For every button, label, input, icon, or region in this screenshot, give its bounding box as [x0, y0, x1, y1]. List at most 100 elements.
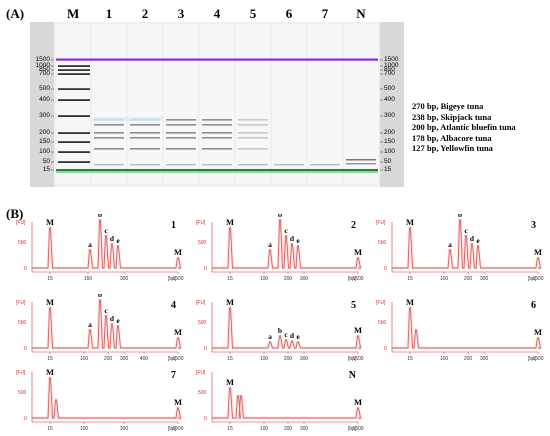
peak-label: M: [354, 397, 362, 407]
sample-band: [238, 119, 268, 121]
x-tick-label: 100: [80, 356, 89, 362]
x-tick-label: 1500: [532, 276, 543, 282]
y-tick-label: 0: [384, 346, 387, 352]
peak-label: a: [268, 240, 272, 249]
gel-lane: [308, 24, 342, 184]
lane-label: N: [356, 6, 366, 21]
plot-id: 7: [171, 370, 176, 381]
plot-id: 5: [351, 300, 356, 311]
electropherogram-plot: [FU] 500 0 15 100 200 300 400 1500[bp] 4 Ma b cd e M: [16, 294, 184, 362]
peak-label: M: [226, 297, 234, 307]
sample-band: [238, 124, 268, 126]
x-tick-label: 1500: [172, 276, 183, 282]
y-unit-label: [FU]: [196, 300, 206, 306]
peak-label: M: [406, 217, 414, 227]
sample-band: [202, 137, 232, 139]
x-tick-label: 1500: [172, 426, 183, 432]
legend-line: 127 bp, Yellowfin tuna: [412, 143, 493, 154]
peak-label: e: [296, 332, 300, 341]
plot-id: 3: [531, 220, 536, 231]
peak-label: M: [406, 297, 414, 307]
y-tick-label: 500: [198, 320, 207, 326]
x-tick-label: 400: [140, 356, 149, 362]
ladder-label-left: 500: [39, 85, 50, 92]
y-unit-label: [FU]: [16, 300, 26, 306]
y-tick-label: 0: [24, 416, 27, 422]
electropherogram-6: [FU] 500 0 15 100 200 300 1500 [bp] 6 M M: [374, 294, 544, 364]
trace-shadow: [392, 218, 543, 270]
peak-label: M: [46, 367, 54, 377]
y-unit-label: [FU]: [376, 300, 386, 306]
x-tick-label: 15: [407, 356, 413, 362]
ladder-label-right: 200: [384, 129, 395, 136]
sample-band: [274, 164, 304, 166]
ladder-band: [58, 132, 90, 134]
sample-band: [94, 164, 124, 166]
ladder-label-right: 700: [384, 70, 395, 77]
x-tick-label: 1500: [352, 356, 363, 362]
x-unit-label: [bp]: [168, 426, 177, 432]
lane-label: 2: [141, 6, 149, 21]
sample-band: [202, 164, 232, 166]
ladder-label-left: 300: [39, 112, 50, 119]
peak-label: a: [268, 332, 272, 341]
peak-label: M: [534, 327, 542, 337]
peak-label: a: [88, 320, 92, 329]
sample-band: [94, 137, 124, 139]
sample-band: [94, 124, 124, 126]
electropherogram-plot: [FU] 500 0 15 100 300 1500[bp] 7 M M: [16, 367, 184, 432]
electropherogram-plot: [FU] 500 0 15 100 200 300 1500[bp] 5 Mab c d e M: [196, 297, 364, 362]
plot-id: N: [349, 370, 357, 381]
x-tick-label: 300: [120, 276, 129, 282]
y-tick-label: 500: [378, 240, 387, 246]
ladder-band: [58, 115, 90, 117]
legend-line: 200 bp, Atlantic bluefin tuna: [412, 122, 516, 133]
trace-shadow: [212, 306, 363, 350]
electropherogram-N: [FU] 500 0 15 100 200 300 1500 [bp] N M M: [194, 364, 364, 434]
ladder-band: [58, 65, 90, 67]
x-tick-label: 100: [260, 276, 269, 282]
peak-label: b: [278, 214, 282, 219]
y-unit-label: [FU]: [16, 370, 26, 376]
x-tick-label: 300: [480, 356, 489, 362]
peak-label: e: [476, 236, 480, 245]
x-tick-label: 200: [464, 276, 473, 282]
electropherogram-plot: [FU] 500 0 15 100 200 300 1500[bp] 3 Ma b cd e M: [376, 214, 544, 282]
ladder-label-right: 850: [384, 66, 395, 73]
x-unit-label: [bp]: [348, 426, 357, 432]
y-tick-label: 0: [204, 416, 207, 422]
trace: [32, 377, 182, 419]
y-tick-label: 500: [18, 320, 27, 326]
peak-label: M: [46, 297, 54, 307]
panel-a-label: (A): [6, 6, 25, 21]
lane-label: 1: [105, 6, 113, 21]
ladder-label-right: 300: [384, 112, 395, 119]
x-tick-label: 200: [284, 276, 293, 282]
trace-shadow: [392, 306, 543, 350]
sample-band: [94, 148, 124, 150]
species-legend: 270 bp, Bigeye tuna 238 bp, Skipjack tun…: [412, 101, 516, 154]
x-tick-label: 15: [47, 426, 53, 432]
sample-band: [202, 132, 232, 134]
trace: [212, 387, 362, 419]
y-tick-label: 0: [204, 346, 207, 352]
y-unit-label: [FU]: [376, 220, 386, 226]
sample-band: [166, 132, 196, 134]
sample-band: [166, 148, 196, 150]
peak-label: d: [290, 331, 295, 340]
y-tick-label: 500: [198, 240, 207, 246]
y-unit-label: [FU]: [196, 370, 206, 376]
sample-band: [202, 148, 232, 150]
x-unit-label: [bp]: [528, 356, 537, 362]
lower-marker-glow: [56, 171, 378, 173]
x-unit-label: [bp]: [528, 276, 537, 282]
ladder-label-right: 500: [384, 85, 395, 92]
peak-label: M: [226, 377, 234, 387]
gel-lane: [344, 24, 378, 184]
y-tick-label: 500: [198, 390, 207, 396]
gel-margin-right: [380, 22, 404, 187]
x-tick-label: 100: [260, 426, 269, 432]
ladder-label-right: 15: [384, 166, 392, 173]
peak-label: M: [354, 325, 362, 335]
